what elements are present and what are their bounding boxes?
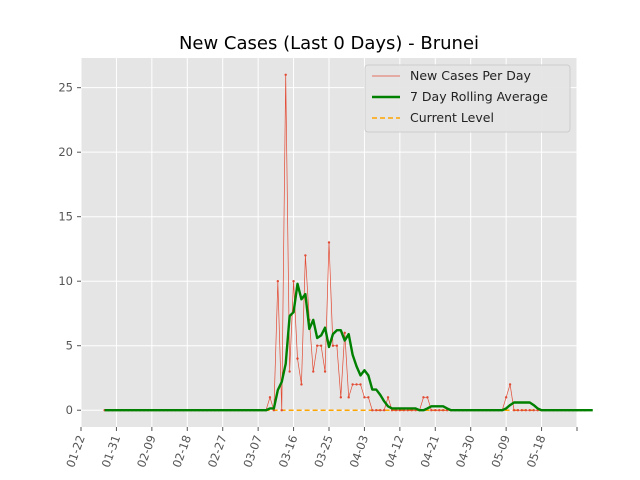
x-axis: 01-22 01-31 02-09 02-18 02-27 03-07 03-16 03-25… bbox=[63, 427, 578, 469]
legend: New Cases Per Day 7 Day Rolling Average … bbox=[364, 64, 571, 133]
new-cases-point bbox=[343, 331, 346, 335]
new-cases-point bbox=[378, 409, 382, 412]
new-cases-point bbox=[532, 409, 535, 412]
new-cases-point bbox=[292, 280, 295, 283]
new-cases-point bbox=[335, 344, 339, 347]
new-cases-point bbox=[363, 396, 366, 399]
new-cases-point bbox=[359, 383, 362, 386]
new-cases-point bbox=[296, 357, 299, 360]
new-cases-point bbox=[347, 396, 350, 399]
new-cases-point bbox=[394, 409, 398, 412]
new-cases-point bbox=[284, 73, 287, 76]
new-cases-point bbox=[438, 409, 441, 412]
new-cases-point bbox=[351, 383, 354, 386]
new-cases-point bbox=[504, 396, 508, 399]
new-cases-point bbox=[406, 409, 409, 412]
y-tick-label: 15 bbox=[58, 210, 73, 224]
new-cases-point bbox=[441, 409, 445, 412]
new-cases-point bbox=[528, 409, 531, 412]
y-tick-label: 5 bbox=[66, 339, 73, 353]
new-cases-point bbox=[410, 409, 413, 412]
new-cases-point bbox=[339, 396, 343, 399]
new-cases-point bbox=[331, 344, 335, 347]
new-cases-point bbox=[430, 409, 433, 412]
new-cases-point bbox=[327, 241, 331, 244]
new-cases-point bbox=[300, 383, 303, 386]
new-cases-point bbox=[422, 396, 425, 399]
new-cases-point bbox=[268, 396, 272, 399]
y-tick-label: 25 bbox=[58, 81, 73, 95]
y-axis: 0 5 10 15 20 25 bbox=[58, 81, 81, 417]
new-cases-point bbox=[304, 254, 307, 257]
rolling-average-line bbox=[104, 282, 593, 412]
legend-label-current-level: Current Level bbox=[410, 110, 494, 125]
new-cases-point bbox=[367, 396, 370, 399]
new-cases-point bbox=[524, 409, 528, 412]
new-cases-point bbox=[375, 409, 378, 412]
series-layer bbox=[103, 73, 593, 412]
new-cases-point bbox=[512, 409, 516, 412]
new-cases-point bbox=[288, 370, 291, 373]
new-cases-point bbox=[390, 409, 394, 412]
new-cases-point bbox=[315, 344, 319, 347]
new-cases-point bbox=[371, 409, 374, 412]
new-cases-point bbox=[508, 383, 512, 386]
new-cases-point bbox=[516, 409, 520, 412]
legend-label-new-cases: New Cases Per Day bbox=[410, 68, 531, 83]
y-tick-label: 20 bbox=[58, 145, 73, 159]
new-cases-point bbox=[323, 370, 327, 373]
y-tick-label: 0 bbox=[66, 403, 73, 417]
new-cases-point bbox=[434, 409, 437, 412]
new-cases-point bbox=[355, 383, 358, 386]
legend-label-rolling-average: 7 Day Rolling Average bbox=[410, 89, 548, 104]
legend-box bbox=[364, 64, 571, 133]
new-cases-point bbox=[386, 396, 390, 399]
y-tick-label: 10 bbox=[58, 274, 73, 288]
new-cases-point bbox=[276, 280, 280, 283]
new-cases-point bbox=[520, 409, 524, 412]
new-cases-point bbox=[280, 409, 283, 412]
new-cases-point bbox=[398, 409, 402, 412]
new-cases-point bbox=[402, 409, 405, 412]
new-cases-point bbox=[426, 396, 429, 399]
chart-title: New Cases (Last 0 Days) - Brunei bbox=[179, 33, 479, 54]
new-cases-point bbox=[319, 344, 323, 347]
new-cases-point bbox=[382, 409, 386, 412]
new-cases-point bbox=[312, 370, 315, 373]
new-cases-point bbox=[272, 409, 276, 412]
